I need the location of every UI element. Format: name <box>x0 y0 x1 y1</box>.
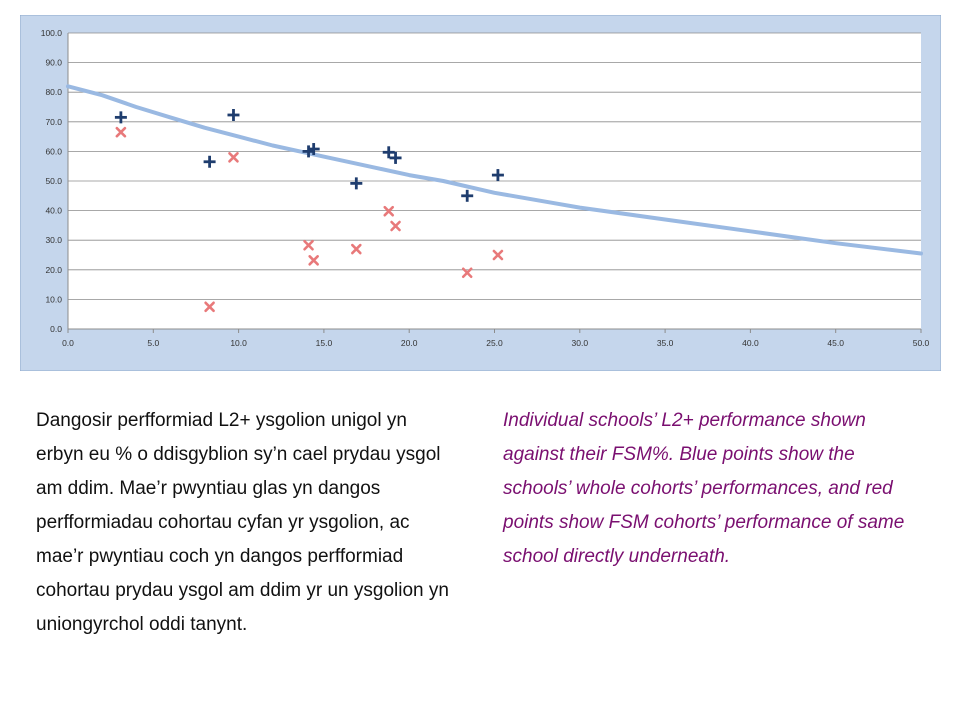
y-tick-label: 10.0 <box>45 294 62 304</box>
axes <box>67 33 922 333</box>
fsm-cohort-point <box>461 267 473 279</box>
english-caption: Individual schools’ L2+ performance show… <box>503 410 905 567</box>
x-tick-label: 25.0 <box>486 338 503 348</box>
whole-cohort-point <box>227 108 240 121</box>
y-tick-label: 80.0 <box>45 87 62 97</box>
fsm-cohort-point <box>390 220 401 232</box>
y-tick-label: 70.0 <box>45 117 62 127</box>
y-tick-label: 30.0 <box>45 235 62 245</box>
x-tick-label: 35.0 <box>657 338 674 348</box>
x-tick-label: 0.0 <box>62 338 74 348</box>
y-tick-label: 100.0 <box>41 28 63 38</box>
fsm-cohort-point <box>351 243 362 255</box>
cross-stroke <box>351 243 362 255</box>
fsm-cohort-point <box>204 301 215 313</box>
cross-stroke <box>461 267 473 279</box>
cross-stroke <box>228 152 239 163</box>
x-tick-label: 20.0 <box>401 338 418 348</box>
gridlines <box>68 32 921 300</box>
y-tick-labels: 0.0 10.0 20.0 30.0 40.0 50.0 60.0 70.0 80.0 90.0 1… <box>41 28 63 334</box>
fsm-cohort-point <box>303 239 314 251</box>
x-tick-label: 45.0 <box>827 338 844 348</box>
cross-stroke <box>390 220 401 232</box>
fsm-cohort-point <box>383 205 395 217</box>
whole-cohort-point <box>350 177 363 190</box>
fsm-cohort-point <box>115 126 127 138</box>
whole-cohort-point <box>307 143 320 156</box>
whole-cohort-point <box>203 155 216 168</box>
scatter-chart-svg: 0.0 5.0 10.0 15.0 20.0 25.0 30.0 35.0 40.0 45.0 50… <box>20 15 941 371</box>
y-tick-label: 0.0 <box>50 324 62 334</box>
whole-cohort-point <box>491 169 504 182</box>
whole-cohort-point <box>114 111 127 124</box>
cross-stroke <box>308 255 319 266</box>
whole-cohort-point <box>461 189 474 202</box>
x-tick-label: 50.0 <box>913 338 930 348</box>
y-tick-label: 90.0 <box>45 58 62 68</box>
fsm-cohort-point <box>228 152 239 163</box>
welsh-caption: Dangosir perfformiad L2+ ysgolion unigol… <box>36 410 449 635</box>
data-series <box>66 84 923 313</box>
y-tick-label: 60.0 <box>45 146 62 156</box>
whole-cohort-point <box>382 146 395 159</box>
cross-stroke <box>204 301 215 313</box>
whole-cohort-point <box>389 151 402 164</box>
x-tick-label: 15.0 <box>316 338 333 348</box>
x-tick-label: 40.0 <box>742 338 759 348</box>
fsm-cohort-point <box>308 255 319 266</box>
y-tick-label: 40.0 <box>45 206 62 216</box>
chart: 0.0 5.0 10.0 15.0 20.0 25.0 30.0 35.0 40.0 45.0 50… <box>20 15 941 371</box>
fsm-cohort-point <box>492 249 504 261</box>
trend-line <box>66 84 923 256</box>
cross-stroke <box>383 205 395 217</box>
x-tick-labels: 0.0 5.0 10.0 15.0 20.0 25.0 30.0 35.0 40.0 45.0 50… <box>62 338 929 348</box>
y-tick-label: 50.0 <box>45 176 62 186</box>
cross-stroke <box>492 249 504 261</box>
x-tick-label: 10.0 <box>230 338 247 348</box>
x-tick-label: 30.0 <box>572 338 589 348</box>
y-tick-label: 20.0 <box>45 265 62 275</box>
x-tick-label: 5.0 <box>147 338 159 348</box>
cross-stroke <box>115 126 127 138</box>
cross-stroke <box>303 239 314 251</box>
